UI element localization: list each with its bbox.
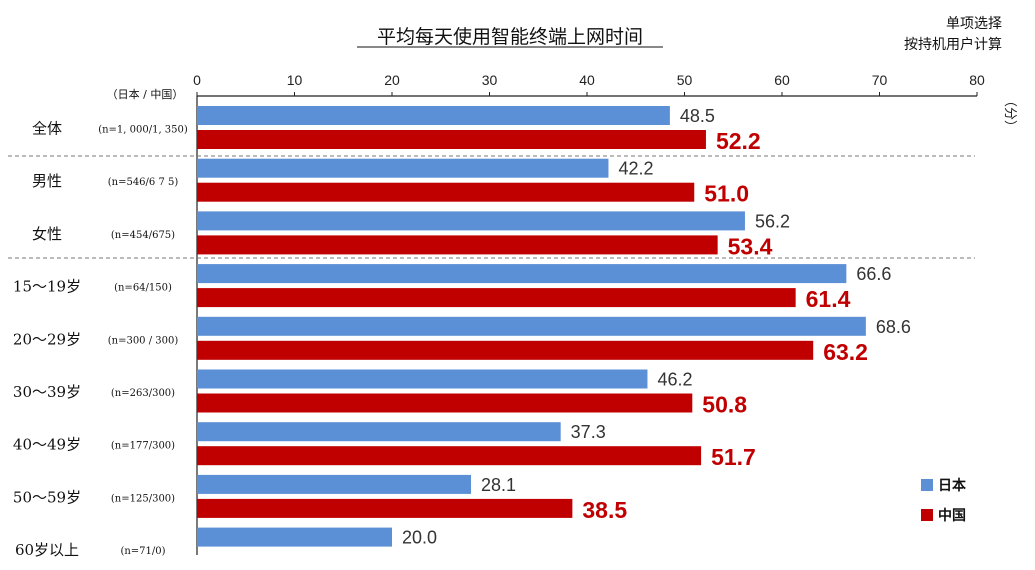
category-label: 女性 <box>32 225 62 243</box>
sample-size-label: (n=263/300) <box>111 388 175 399</box>
category-label: 40～49岁 <box>13 436 81 454</box>
sample-size-label: (n=125/300) <box>111 493 175 504</box>
data-label-china: 53.4 <box>728 233 773 259</box>
data-label-china: 63.2 <box>823 339 868 365</box>
data-label-japan: 66.6 <box>856 264 891 284</box>
bar-china <box>197 393 693 413</box>
x-tick-label: 80 <box>969 72 985 88</box>
category-label: 全体 <box>32 120 62 138</box>
data-label-japan: 56.2 <box>755 211 790 231</box>
category-label: 20～29岁 <box>13 330 81 348</box>
bar-china <box>197 235 718 255</box>
sample-size-label: (n=64/150) <box>114 283 172 294</box>
legend-swatch-china <box>921 509 933 521</box>
bar-china <box>197 340 814 360</box>
x-tick-label: 30 <box>482 72 498 88</box>
data-label-japan: 20.0 <box>402 528 437 548</box>
unit-label: （分） <box>1002 94 1017 133</box>
x-tick-label: 0 <box>193 72 201 88</box>
data-label-japan: 48.5 <box>680 106 715 126</box>
note-basis: 按持机用户计算 <box>904 36 1002 53</box>
x-tick-label: 70 <box>872 72 888 88</box>
group-header: （日本 / 中国） <box>107 87 184 101</box>
data-label-china: 61.4 <box>806 286 851 312</box>
legend-swatch-japan <box>921 479 933 491</box>
category-label: 50～59岁 <box>13 488 81 506</box>
bar-japan <box>197 474 471 494</box>
data-label-japan: 37.3 <box>571 422 606 442</box>
chart-title: 平均每天使用智能终端上网时间 <box>377 26 643 48</box>
data-label-japan: 28.1 <box>481 475 516 495</box>
bar-china <box>197 288 796 308</box>
bar-japan <box>197 264 847 284</box>
sample-size-label: (n=1, 000/1, 350) <box>98 125 188 136</box>
x-tick-label: 20 <box>384 72 400 88</box>
x-tick-label: 10 <box>287 72 303 88</box>
bar-japan <box>197 316 866 336</box>
note-single-choice: 单项选择 <box>946 16 1002 32</box>
bar-china <box>197 182 695 202</box>
bar-china <box>197 446 702 466</box>
data-label-japan: 68.6 <box>876 317 911 337</box>
bar-japan <box>197 211 745 231</box>
x-tick-label: 40 <box>579 72 595 88</box>
data-label-china: 52.2 <box>716 128 761 154</box>
bar-japan <box>197 106 670 125</box>
sample-size-label: (n=177/300) <box>111 441 175 452</box>
bar-japan <box>197 422 561 442</box>
category-label: 30～39岁 <box>13 383 81 401</box>
bar-china <box>197 130 706 149</box>
bar-japan <box>197 527 392 547</box>
x-tick-label: 50 <box>677 72 693 88</box>
data-label-china: 50.8 <box>702 392 747 418</box>
data-label-china: 51.0 <box>704 181 749 207</box>
bar-japan <box>197 158 609 178</box>
bar-rows: 全体 (n=1, 000/1, 350) 48.552.2 男性 (n=546/6 7 … <box>8 106 975 559</box>
bar-china <box>197 498 573 518</box>
data-label-china: 38.5 <box>582 497 627 523</box>
legend-label-japan: 日本 <box>938 477 967 494</box>
category-label: 男性 <box>32 172 62 190</box>
category-label: 60岁以上 <box>15 541 79 559</box>
sample-size-label: (n=300 / 300) <box>108 335 179 346</box>
sample-size-label: (n=546/6 7 5) <box>108 177 179 188</box>
category-label: 15～19岁 <box>13 278 81 296</box>
sample-size-label: (n=71/0) <box>120 546 165 557</box>
legend-label-china: 中国 <box>938 507 966 524</box>
x-tick-label: 60 <box>774 72 790 88</box>
bar-japan <box>197 369 648 389</box>
data-label-china: 51.7 <box>711 444 756 470</box>
sample-size-label: (n=454/675) <box>111 230 175 241</box>
data-label-japan: 46.2 <box>657 370 692 390</box>
data-label-japan: 42.2 <box>618 159 653 179</box>
